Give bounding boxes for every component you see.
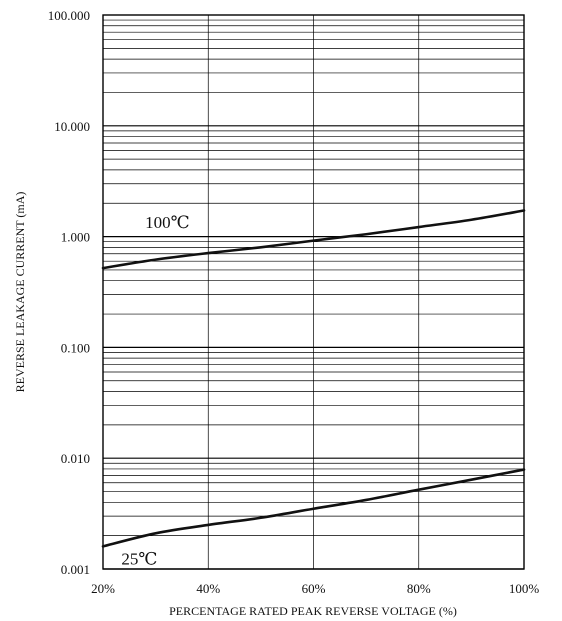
y-tick-label: 0.001 bbox=[61, 562, 90, 577]
y-tick-labels: 0.001 0.010 0.100 1.000 10.000 100.000 bbox=[48, 8, 90, 577]
y-axis-label: REVERSE LEAKAGE CURRENT (mA) bbox=[13, 192, 27, 393]
series-label: 100℃ bbox=[145, 213, 190, 232]
x-tick-label: 40% bbox=[196, 581, 220, 596]
x-tick-labels: 20% 40% 60% 80% 100% bbox=[91, 581, 539, 596]
series-line bbox=[101, 468, 526, 548]
y-tick-label: 100.000 bbox=[48, 8, 90, 23]
series-line bbox=[101, 209, 526, 270]
plot-frame bbox=[102, 14, 525, 570]
plot-border bbox=[102, 14, 525, 570]
x-tick-label: 60% bbox=[302, 581, 326, 596]
curve-labels: 100℃ 25℃ bbox=[121, 213, 189, 569]
x-axis-label: PERCENTAGE RATED PEAK REVERSE VOLTAGE (%… bbox=[169, 604, 457, 618]
x-tick-label: 100% bbox=[509, 581, 540, 596]
x-tick-label: 20% bbox=[91, 581, 115, 596]
y-tick-label: 0.100 bbox=[61, 340, 90, 355]
y-tick-label: 1.000 bbox=[61, 230, 90, 245]
chart-curves bbox=[101, 209, 526, 548]
chart-grid bbox=[102, 15, 525, 570]
y-tick-label: 0.010 bbox=[61, 451, 90, 466]
x-tick-label: 80% bbox=[407, 581, 431, 596]
y-tick-label: 10.000 bbox=[54, 119, 90, 134]
series-label: 25℃ bbox=[121, 549, 157, 568]
